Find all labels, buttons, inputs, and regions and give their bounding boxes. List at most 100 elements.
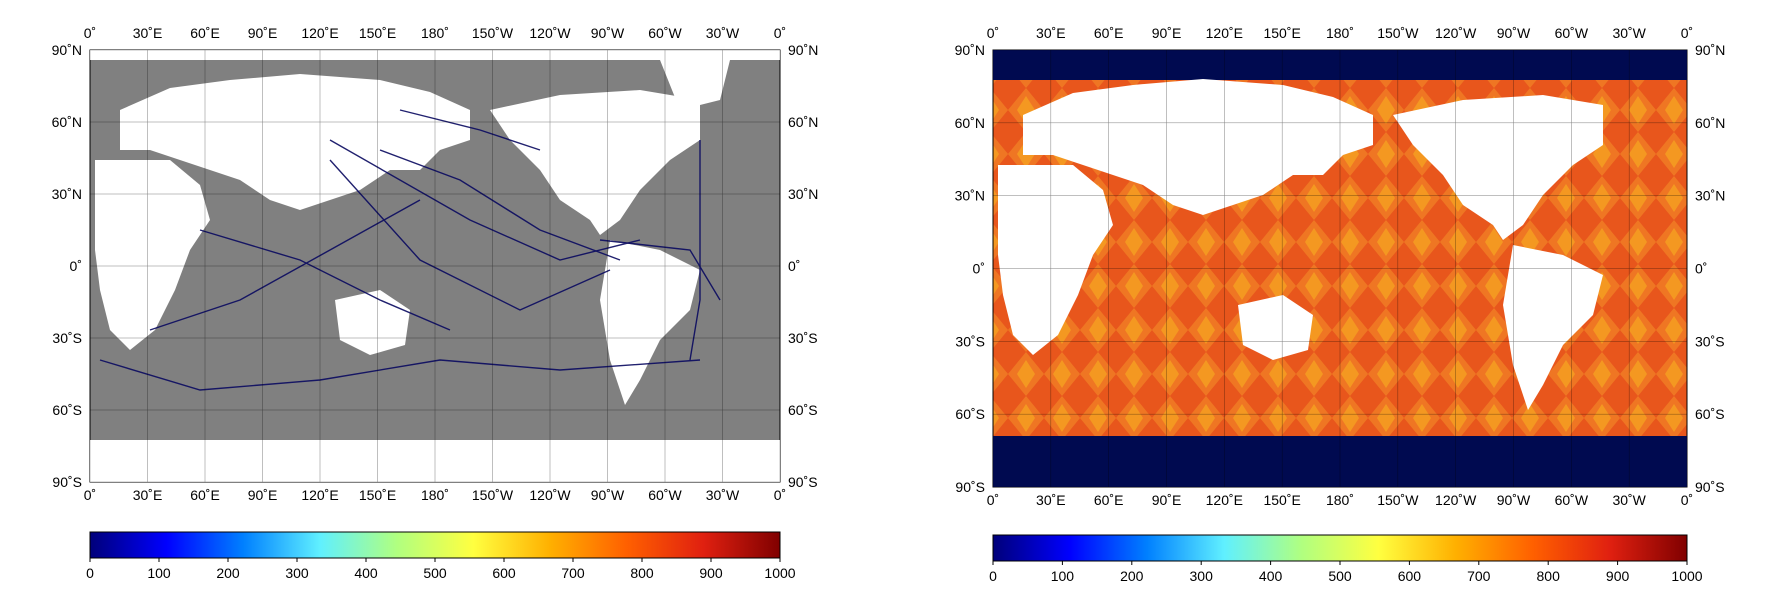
lon-tick-label: 30˚W	[1612, 492, 1646, 508]
lat-tick-label: 90˚N	[955, 42, 985, 58]
lon-tick-label: 60˚E	[190, 25, 220, 41]
lon-tick-label: 0˚	[84, 487, 96, 503]
lon-tick-label: 180˚	[421, 487, 449, 503]
lat-tick-label: 90˚N	[52, 42, 82, 58]
lon-tick-label: 60˚W	[1555, 25, 1589, 41]
lat-tick-label: 60˚N	[788, 114, 818, 130]
lat-tick-label: 90˚S	[955, 479, 985, 495]
lon-tick-label: 60˚E	[190, 487, 220, 503]
lon-tick-label: 90˚W	[1497, 492, 1531, 508]
map-right-grid	[992, 49, 1688, 488]
map-left-grid	[89, 49, 781, 483]
colorbar-tick-label: 900	[699, 565, 723, 581]
lat-tick-label: 0˚	[788, 258, 800, 274]
lon-tick-label: 150˚E	[1263, 25, 1300, 41]
lat-tick-label: 60˚S	[1695, 406, 1725, 422]
lon-tick-label: 90˚W	[591, 487, 625, 503]
lon-tick-label: 120˚W	[529, 487, 571, 503]
map-right-land	[998, 79, 1603, 410]
lon-tick-label: 150˚W	[472, 25, 514, 41]
lat-tick-label: 30˚N	[52, 186, 82, 202]
colorbar-tick-label: 100	[147, 565, 171, 581]
lon-tick-label: 120˚W	[529, 25, 571, 41]
lat-tick-label: 30˚S	[52, 330, 82, 346]
colorbar-tick-label: 200	[1120, 568, 1144, 584]
lat-tick-label: 60˚N	[1695, 115, 1725, 131]
lat-tick-label: 30˚N	[1695, 188, 1725, 204]
colorbar-tick-label: 700	[561, 565, 585, 581]
lon-tick-label: 150˚E	[359, 487, 396, 503]
map-left-bottom-ticks: 0˚ 30˚E 60˚E 90˚E 120˚E 150˚E 180˚ 150˚W 120˚W 90…	[84, 487, 786, 503]
lon-tick-label: 0˚	[774, 25, 786, 41]
colorbar-tick-label: 900	[1606, 568, 1630, 584]
lon-tick-label: 150˚W	[472, 487, 514, 503]
lat-tick-label: 60˚S	[955, 406, 985, 422]
colorbar-tick-label: 500	[423, 565, 447, 581]
lon-tick-label: 120˚E	[1206, 25, 1243, 41]
lon-tick-label: 30˚W	[706, 25, 740, 41]
map-left-left-lat: 90˚N 60˚N 30˚N 0˚ 30˚S 60˚S 90˚S	[52, 42, 82, 490]
colorbar-tick-label: 700	[1467, 568, 1491, 584]
lat-tick-label: 0˚	[973, 261, 985, 277]
lon-tick-label: 120˚E	[1206, 492, 1243, 508]
lon-tick-label: 60˚W	[648, 487, 682, 503]
map-right-panel: 0˚ 30˚E 60˚E 90˚E 120˚E 150˚E 180˚ 150˚W 120˚W 90…	[955, 25, 1726, 584]
lon-tick-label: 90˚W	[591, 25, 625, 41]
colorbar-tick-label: 300	[285, 565, 309, 581]
colorbar-tick-label: 600	[492, 565, 516, 581]
colorbar-left	[89, 531, 781, 559]
map-right-bottom-ticks: 0˚ 30˚E 60˚E 90˚E 120˚E 150˚E 180˚ 150˚W 120˚W 90…	[987, 492, 1693, 508]
lat-tick-label: 30˚S	[955, 333, 985, 349]
lon-tick-label: 180˚	[1326, 25, 1354, 41]
lat-tick-label: 30˚N	[955, 188, 985, 204]
lat-tick-label: 60˚N	[955, 115, 985, 131]
colorbar-tick-label: 600	[1398, 568, 1422, 584]
lat-tick-label: 30˚N	[788, 186, 818, 202]
lon-tick-label: 180˚	[1326, 492, 1354, 508]
lon-tick-label: 90˚E	[248, 487, 278, 503]
lon-tick-label: 90˚W	[1497, 25, 1531, 41]
lat-tick-label: 60˚S	[52, 402, 82, 418]
lon-tick-label: 60˚E	[1094, 25, 1124, 41]
lat-tick-label: 90˚S	[1695, 479, 1725, 495]
colorbar-left-ticks: 0 100 200 300 400 500 600 700 800 900 1000	[86, 558, 796, 581]
lon-tick-label: 0˚	[1681, 25, 1693, 41]
lon-tick-label: 180˚	[421, 25, 449, 41]
lat-tick-label: 90˚N	[788, 42, 818, 58]
lon-tick-label: 150˚W	[1377, 25, 1419, 41]
lat-tick-label: 90˚S	[52, 474, 82, 490]
lon-tick-label: 120˚W	[1435, 25, 1477, 41]
lon-tick-label: 120˚W	[1435, 492, 1477, 508]
lon-tick-label: 30˚E	[133, 25, 163, 41]
map-left-panel: 0˚ 30˚E 60˚E 90˚E 120˚E 150˚E 180˚ 150˚W 120˚W 90…	[52, 25, 819, 581]
lon-tick-label: 60˚W	[1555, 492, 1589, 508]
lon-tick-label: 0˚	[987, 492, 999, 508]
lon-tick-label: 150˚E	[1263, 492, 1300, 508]
colorbar-right-ticks: 0 100 200 300 400 500 600 700 800 900 1000	[989, 561, 1703, 584]
map-left-top-ticks: 0˚ 30˚E 60˚E 90˚E 120˚E 150˚E 180˚ 150˚W 120˚W 90…	[84, 25, 786, 41]
map-left-right-lat: 90˚N 60˚N 30˚N 0˚ 30˚S 60˚S 90˚S	[788, 42, 818, 490]
colorbar-tick-label: 800	[630, 565, 654, 581]
colorbar-tick-label: 0	[989, 568, 997, 584]
colorbar-tick-label: 400	[354, 565, 378, 581]
colorbar-tick-label: 1000	[1671, 568, 1702, 584]
colorbar-tick-label: 300	[1190, 568, 1214, 584]
lon-tick-label: 150˚E	[359, 25, 396, 41]
lon-tick-label: 90˚E	[1152, 25, 1182, 41]
lat-tick-label: 0˚	[70, 258, 82, 274]
colorbar-tick-label: 800	[1537, 568, 1561, 584]
colorbar-tick-label: 100	[1051, 568, 1075, 584]
colorbar-tick-label: 500	[1328, 568, 1352, 584]
map-right-right-lat: 90˚N 60˚N 30˚N 0˚ 30˚S 60˚S 90˚S	[1695, 42, 1725, 495]
lon-tick-label: 30˚W	[1612, 25, 1646, 41]
lat-tick-label: 0˚	[1695, 261, 1707, 277]
map-right-left-lat: 90˚N 60˚N 30˚N 0˚ 30˚S 60˚S 90˚S	[955, 42, 985, 495]
lon-tick-label: 120˚E	[301, 487, 338, 503]
lon-tick-label: 150˚W	[1377, 492, 1419, 508]
lon-tick-label: 0˚	[987, 25, 999, 41]
colorbar-right	[992, 534, 1688, 562]
colorbar-tick-label: 200	[216, 565, 240, 581]
lon-tick-label: 90˚E	[248, 25, 278, 41]
lon-tick-label: 30˚E	[133, 487, 163, 503]
